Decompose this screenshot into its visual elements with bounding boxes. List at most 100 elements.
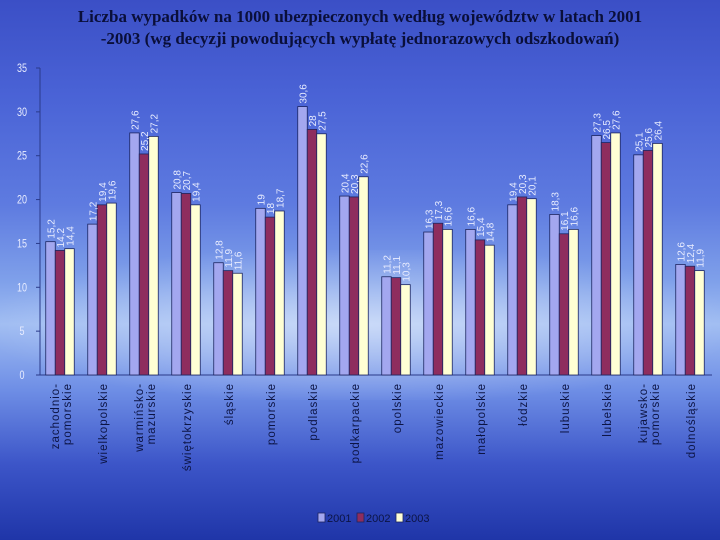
bar <box>348 196 360 376</box>
bar <box>45 241 56 376</box>
value-label: 27,3 <box>593 113 604 133</box>
value-label: 20,8 <box>173 170 184 190</box>
x-tick-label: pomorskie <box>650 383 662 445</box>
value-label: 20,3 <box>518 174 529 194</box>
y-tick-label: 15 <box>17 237 27 251</box>
value-label: 27,6 <box>131 110 142 130</box>
x-tick-label: pomorskie <box>62 383 74 445</box>
bar <box>358 176 369 376</box>
y-tick-label: 20 <box>17 193 27 207</box>
bar <box>390 277 402 376</box>
bar <box>516 196 528 376</box>
bar <box>306 128 318 376</box>
bar <box>642 150 654 376</box>
bar <box>591 135 602 376</box>
value-label: 14,4 <box>66 226 77 246</box>
x-tick-label: śląskie <box>224 383 236 425</box>
bar <box>474 239 486 376</box>
bar <box>232 272 243 376</box>
bar <box>213 262 224 376</box>
x-tick-label: podlaskie <box>308 383 320 441</box>
chart-title-line-2: -2003 (wg decyzji powodujących wypłatę j… <box>100 29 620 48</box>
bar <box>138 153 150 376</box>
bar <box>190 204 201 376</box>
bar <box>675 264 686 376</box>
value-label: 18,7 <box>276 188 287 208</box>
x-tick-label: kujawsko- <box>638 383 650 443</box>
y-tick-label: 10 <box>17 281 27 295</box>
value-label: 11,2 <box>383 255 394 274</box>
value-label: 25,2 <box>140 131 151 151</box>
x-tick-label: małopolskie <box>476 383 488 455</box>
y-tick-label: 5 <box>19 325 24 339</box>
bar <box>64 248 75 376</box>
value-label: 16,6 <box>444 206 455 226</box>
bar <box>264 216 276 376</box>
value-label: 12,6 <box>677 242 688 262</box>
value-label: 11,6 <box>234 251 245 270</box>
bar <box>652 143 663 376</box>
bar <box>106 202 117 376</box>
x-tick-label: lubelskie <box>602 383 614 437</box>
value-label: 12,8 <box>215 240 226 260</box>
x-tick-label: opolskie <box>392 383 404 433</box>
bar <box>381 276 392 376</box>
bar <box>96 204 108 376</box>
value-label: 19,4 <box>509 182 520 202</box>
bar <box>568 228 579 376</box>
value-label: 14,2 <box>56 228 67 248</box>
bar <box>558 233 570 376</box>
value-label: 27,5 <box>318 111 329 131</box>
legend-label: 2003 <box>405 513 429 525</box>
value-label: 27,2 <box>150 114 161 134</box>
value-label: 17,2 <box>89 201 100 221</box>
bar <box>432 222 444 376</box>
y-tick-label: 35 <box>17 62 27 76</box>
bar <box>526 198 537 376</box>
bar <box>87 223 98 376</box>
value-label: 20,3 <box>350 174 361 194</box>
bar <box>339 195 350 376</box>
y-tick-label: 25 <box>17 150 27 164</box>
value-label: 15,2 <box>47 219 58 239</box>
x-tick-label: podkarpackie <box>350 383 362 463</box>
value-label: 10,3 <box>402 262 413 282</box>
bar <box>484 244 495 376</box>
bar <box>222 270 234 376</box>
bar <box>171 192 182 376</box>
value-label: 11,1 <box>392 255 403 274</box>
value-label: 20,7 <box>182 171 193 191</box>
bars-group <box>45 106 705 376</box>
bar <box>180 193 192 376</box>
value-label: 25,1 <box>635 132 646 152</box>
bar <box>423 231 434 376</box>
value-label: 18,3 <box>551 192 562 212</box>
bar <box>442 228 453 376</box>
x-tick-label: zachodnio- <box>50 383 62 449</box>
bar <box>274 210 285 376</box>
bar <box>549 214 560 376</box>
x-tick-label: lubuskie <box>560 383 572 433</box>
value-label: 19,4 <box>98 182 109 202</box>
bar <box>600 142 612 376</box>
value-label: 11,9 <box>696 248 707 267</box>
x-tick-label: łódzkie <box>518 383 530 426</box>
bar <box>316 133 327 376</box>
x-tick-label: dolnośląskie <box>686 383 698 458</box>
x-tick-label: wielkopolskie <box>98 383 110 465</box>
x-tick-label: pomorskie <box>266 383 278 445</box>
y-axis: 0 5 10 15 20 25 30 35 <box>17 62 712 382</box>
bar <box>255 207 266 376</box>
value-label: 30,6 <box>299 84 310 104</box>
x-tick-label: mazurskie <box>146 383 158 444</box>
y-tick-label: 30 <box>17 106 27 120</box>
chart-title: Liczba wypadków na 1000 ubezpieczonych w… <box>0 6 720 50</box>
legend-label: 2002 <box>366 513 390 525</box>
bar <box>684 265 696 376</box>
value-label: 20,4 <box>341 173 352 193</box>
bar <box>400 284 411 376</box>
bar <box>465 228 476 376</box>
value-label: 14,8 <box>486 222 497 242</box>
value-labels-group: 15,214,214,417,219,419,627,625,227,220,8… <box>47 84 707 282</box>
